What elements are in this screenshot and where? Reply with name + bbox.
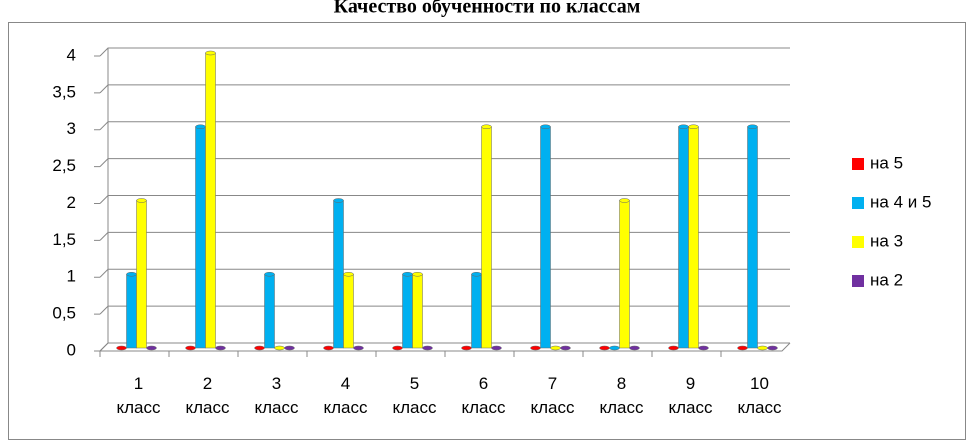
grid-line (99, 195, 790, 204)
y-tick-label: 0 (67, 340, 76, 359)
bar-cap (195, 124, 206, 129)
bar (402, 274, 413, 349)
bar (481, 126, 492, 349)
bar-cap (678, 124, 689, 129)
bar-cap (747, 124, 758, 129)
y-tick-label: 2,5 (52, 156, 76, 175)
bar (264, 274, 275, 349)
bar (205, 52, 216, 349)
bar-cap (629, 345, 640, 351)
bar-cap (471, 272, 482, 277)
x-tick-label: 7 класс (530, 374, 575, 417)
y-tick-label: 1,5 (52, 230, 76, 249)
bar-cap (767, 345, 778, 351)
x-tick-label: 8 класс (599, 374, 644, 417)
legend-swatch (852, 275, 864, 287)
bar-cap (491, 345, 502, 351)
bar (471, 274, 482, 349)
bar-cap (353, 345, 364, 351)
bar-cap (698, 345, 709, 351)
chart-title: Качество обученности по классам (334, 0, 641, 18)
x-tick-label: 3 класс (254, 374, 299, 417)
grid-line (99, 47, 790, 57)
legend-label: на 4 и 5 (870, 192, 931, 211)
y-tick-label: 1 (67, 267, 76, 286)
bar-cap (185, 345, 196, 351)
x-tick-label: 2 класс (185, 374, 230, 417)
bar-cap (274, 345, 285, 351)
x-tick-label: 6 класс (461, 374, 506, 417)
bar-cap (412, 272, 423, 277)
bar-cap (619, 198, 630, 203)
y-tick-label: 2 (67, 193, 76, 212)
legend-label: на 5 (870, 153, 903, 172)
bar-cap (461, 345, 472, 351)
grid-line (99, 84, 790, 94)
bar-cap (560, 345, 571, 351)
bar-cap (146, 345, 157, 351)
grid-line (99, 305, 790, 315)
bar-cap (392, 345, 403, 351)
bar-cap (205, 50, 216, 56)
bar (540, 126, 551, 349)
grid-line (99, 231, 790, 241)
x-tick-label: 1 класс (116, 374, 161, 417)
legend-label: на 2 (870, 270, 903, 289)
legend-swatch (852, 158, 864, 170)
bar-cap (126, 272, 137, 277)
grid-line (99, 268, 790, 278)
x-tick-label: 5 класс (392, 374, 437, 417)
y-tick-label: 4 (67, 45, 76, 64)
bar (136, 200, 147, 349)
bar-cap (323, 345, 334, 351)
bar (126, 274, 137, 349)
bar-cap (136, 198, 147, 203)
bar (343, 274, 354, 349)
bar-cap (215, 345, 226, 351)
bar-cap (343, 272, 354, 277)
bar-cap (422, 345, 433, 351)
bar (678, 126, 689, 349)
bar-cap (540, 124, 551, 129)
y-tick-label: 3 (67, 119, 76, 138)
bar (747, 126, 758, 349)
bar-cap (609, 345, 620, 351)
bar (412, 274, 423, 349)
bar-cap (757, 345, 768, 351)
legend-swatch (852, 236, 864, 248)
grid-line (99, 342, 790, 352)
bar-cap (264, 272, 275, 277)
bar (619, 200, 630, 349)
bar-cap (254, 345, 265, 351)
bar-cap (481, 124, 492, 129)
y-tick-label: 0,5 (52, 304, 76, 323)
bar (195, 126, 206, 349)
x-tick-label: 9 класс (668, 374, 713, 417)
bar-cap (668, 345, 679, 351)
bar-cap (599, 345, 610, 351)
x-tick-label: 10 класс (737, 374, 782, 417)
bar-cap (402, 272, 413, 277)
legend-label: на 3 (870, 231, 903, 250)
grid-line (99, 121, 790, 131)
bar-cap (550, 345, 561, 351)
bar (333, 200, 344, 349)
bar-cap (116, 345, 127, 351)
grid-line (99, 158, 790, 167)
bar-cap (284, 345, 295, 351)
x-tick-label: 4 класс (323, 374, 368, 417)
bar-cap (688, 124, 699, 129)
bar-cap (333, 198, 344, 203)
legend-swatch (852, 197, 864, 209)
bar-cap (530, 345, 541, 351)
bar (688, 126, 699, 349)
bar-cap (737, 345, 748, 351)
y-tick-label: 3,5 (52, 82, 76, 101)
